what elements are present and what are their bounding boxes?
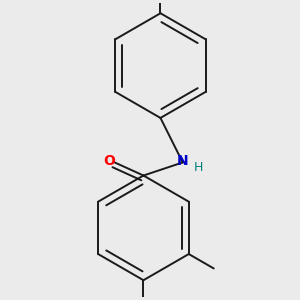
Text: O: O — [103, 154, 116, 168]
Text: H: H — [194, 161, 203, 174]
Text: N: N — [177, 154, 188, 168]
